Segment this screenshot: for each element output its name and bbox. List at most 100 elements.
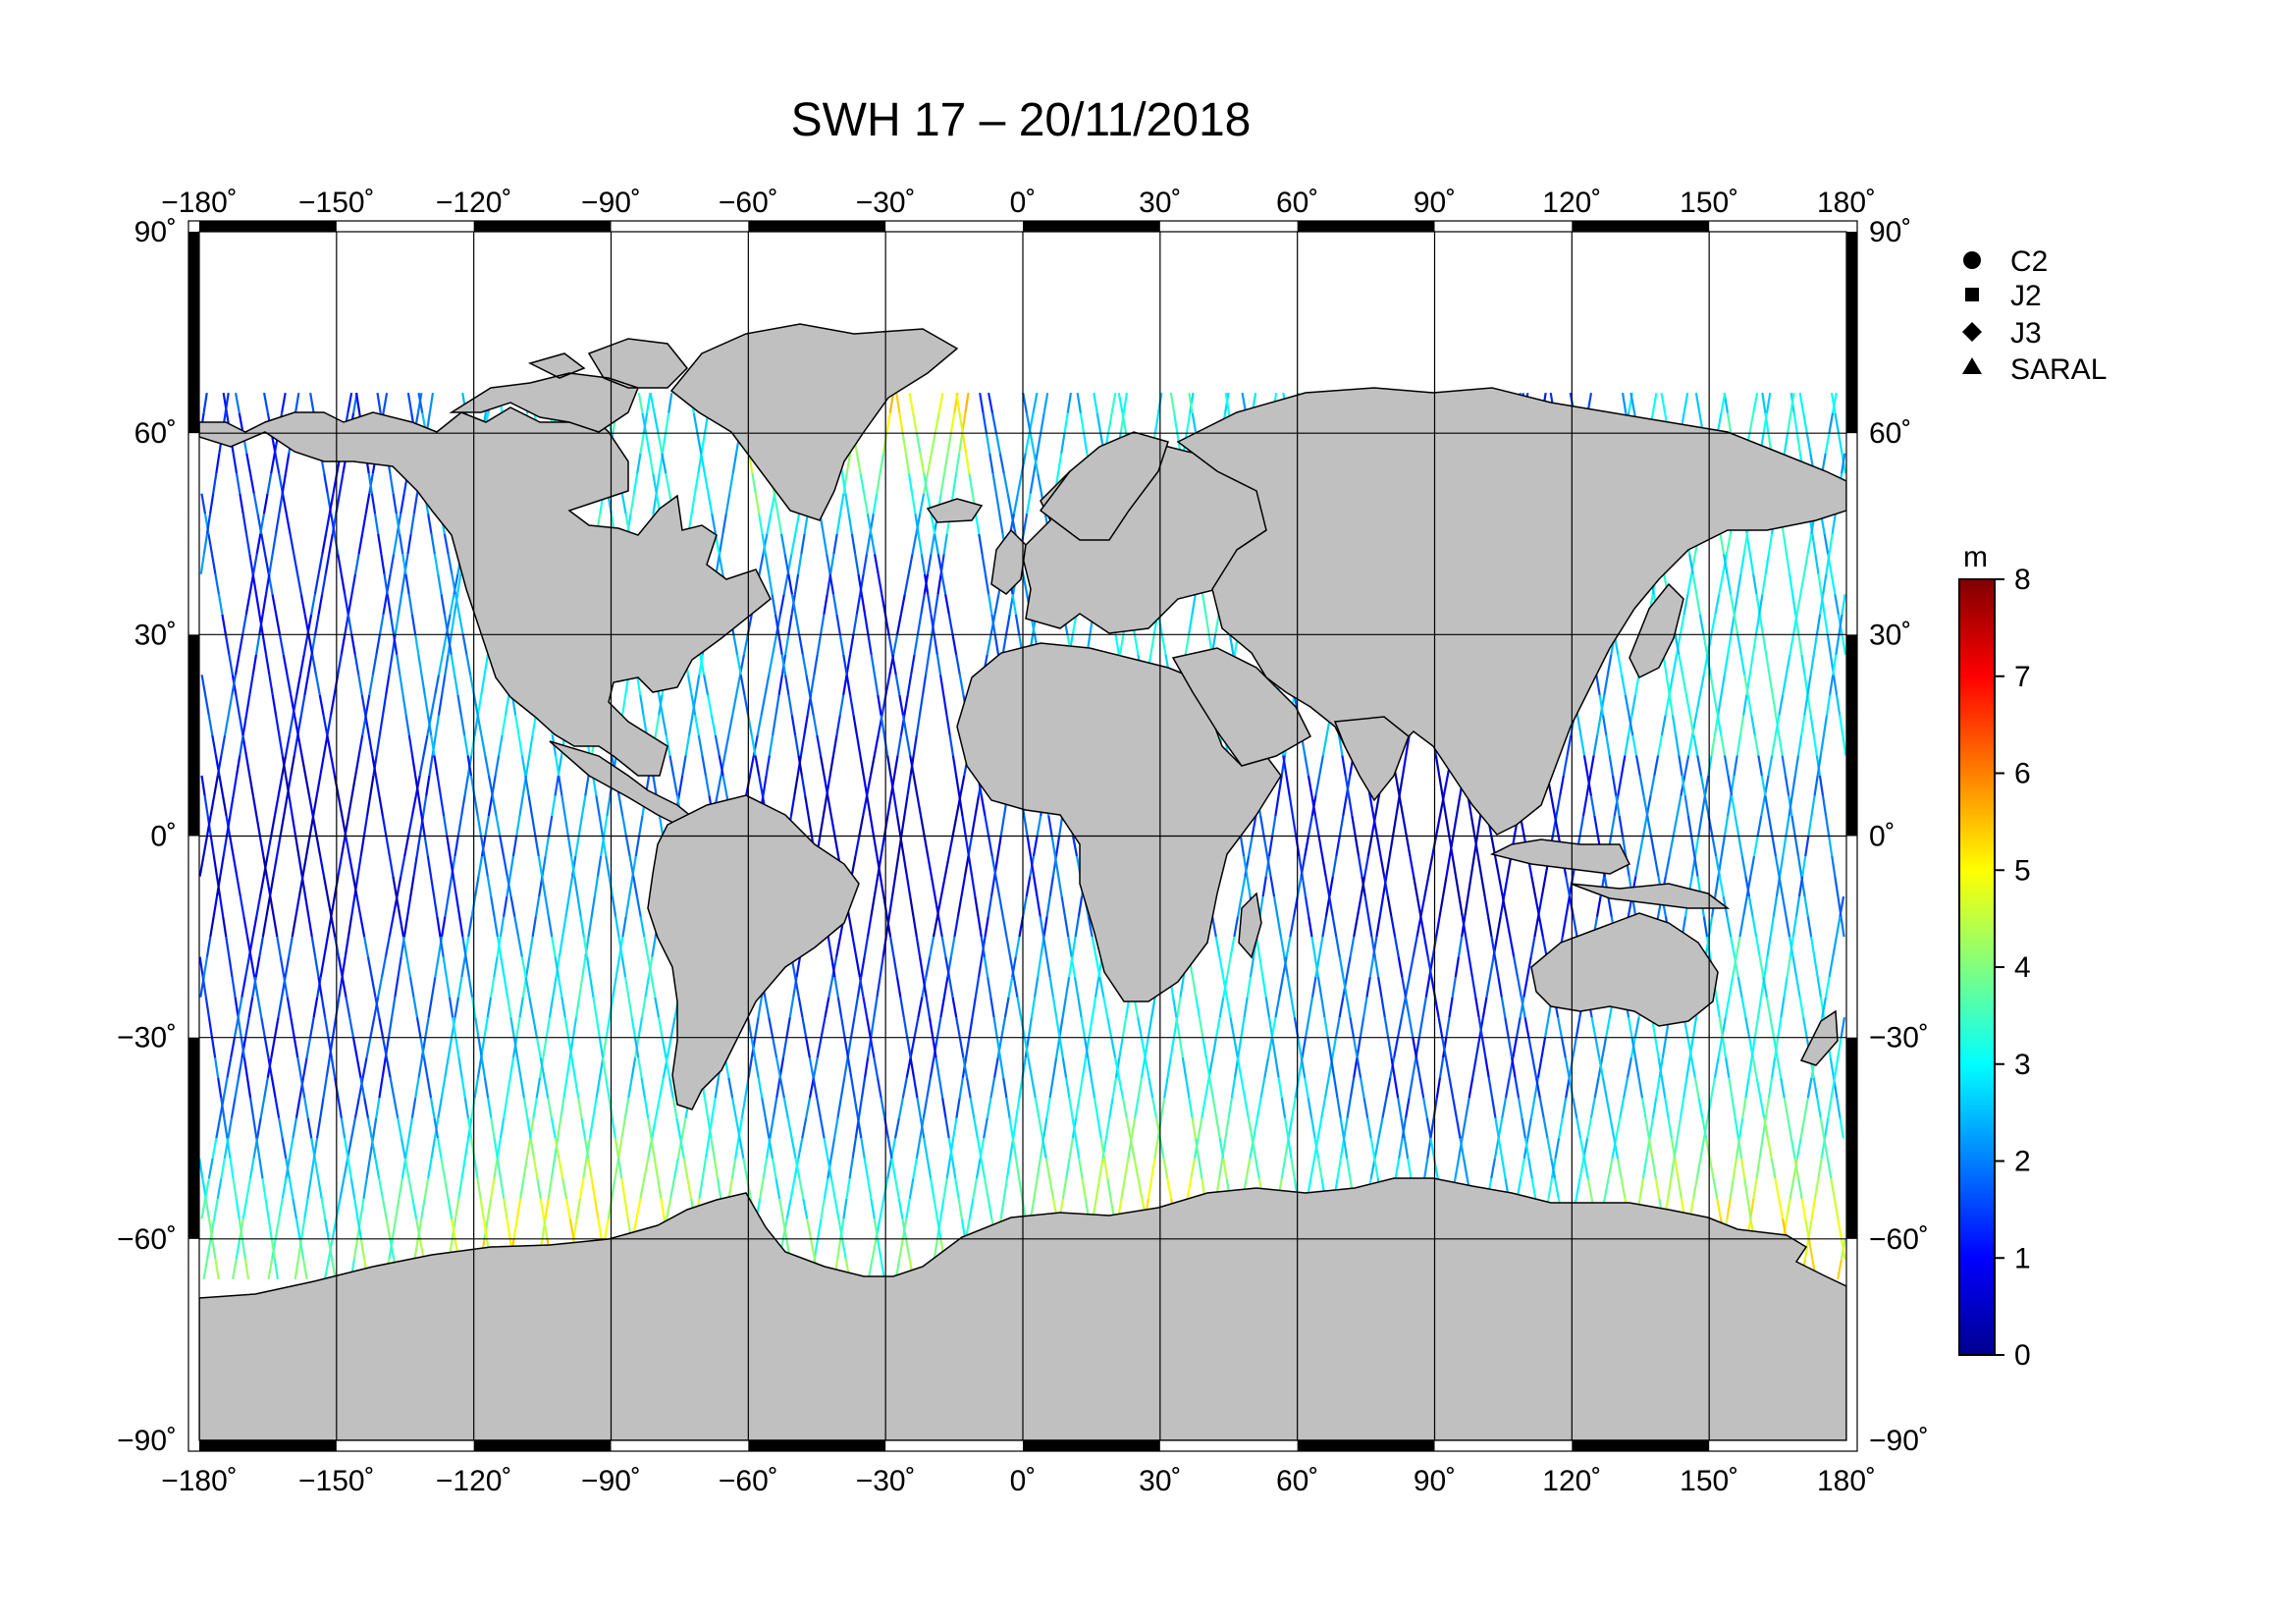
track-segment [1333, 1077, 1339, 1099]
track-segment [1214, 614, 1220, 635]
track-segment [511, 836, 518, 857]
track-segment [1739, 654, 1746, 676]
track-segment [793, 775, 799, 796]
track-segment [714, 1077, 721, 1099]
track-segment [1537, 916, 1544, 938]
track-segment [960, 876, 967, 897]
track-segment [805, 675, 812, 696]
track-segment [661, 453, 667, 474]
track-segment [1795, 976, 1801, 998]
track-segment [1676, 1117, 1682, 1139]
track-segment [860, 594, 867, 615]
track-segment [447, 1198, 454, 1219]
track-segment [889, 775, 895, 796]
track-segment [1271, 815, 1277, 837]
track-segment [1023, 1037, 1030, 1058]
track-segment [603, 815, 609, 837]
track-segment [563, 815, 569, 837]
track-segment [378, 795, 384, 817]
track-segment [873, 876, 880, 897]
track-segment [1307, 815, 1313, 837]
track-segment [1493, 1138, 1500, 1159]
track-segment [1648, 1117, 1654, 1139]
track-segment [1782, 533, 1789, 555]
track-segment [1409, 855, 1415, 877]
track-segment [1102, 997, 1109, 1018]
track-segment [389, 554, 396, 574]
track-segment [1077, 997, 1083, 1018]
track-segment [1722, 554, 1729, 574]
track-segment [242, 916, 249, 938]
track-segment [302, 634, 309, 656]
track-segment [650, 1138, 656, 1159]
track-segment [1831, 392, 1838, 413]
track-segment [554, 775, 560, 796]
track-segment [596, 855, 603, 877]
track-segment [1651, 1098, 1658, 1118]
track-segment [322, 1077, 328, 1099]
track-segment [401, 554, 407, 574]
track-segment [1729, 1178, 1735, 1199]
track-segment [907, 554, 914, 574]
track-segment [1033, 453, 1040, 474]
track-segment [299, 594, 306, 616]
track-segment [873, 1056, 880, 1078]
track-segment [989, 1077, 996, 1099]
track-segment [1767, 533, 1774, 555]
track-segment [1778, 694, 1785, 716]
track-segment [322, 715, 329, 736]
track-segment [1806, 533, 1813, 555]
track-segment [258, 1158, 264, 1179]
track-segment [1176, 997, 1182, 1018]
track-segment [1345, 997, 1352, 1018]
track-segment [1373, 1138, 1380, 1159]
land-britain [990, 528, 1027, 595]
track-segment [1122, 392, 1129, 413]
track-segment [1791, 614, 1798, 635]
track-segment [707, 493, 714, 514]
track-segment [1018, 1178, 1024, 1199]
track-segment [776, 514, 783, 534]
track-segment [627, 1077, 633, 1099]
track-segment [207, 1218, 214, 1240]
track-segment [473, 1077, 479, 1099]
track-segment [1201, 1098, 1207, 1118]
track-segment [923, 573, 930, 595]
track-segment [1215, 1117, 1221, 1139]
track-segment [989, 997, 995, 1018]
colorbar-tick-label: 3 [2014, 1049, 2031, 1081]
track-segment [212, 855, 219, 877]
track-segment [480, 1057, 487, 1078]
track-segment [1324, 876, 1331, 897]
track-segment [872, 493, 879, 514]
track-segment [1366, 1117, 1372, 1139]
track-segment [919, 815, 926, 837]
track-segment [1253, 1117, 1258, 1139]
track-segment [1061, 1178, 1068, 1199]
track-segment [762, 533, 769, 555]
track-segment [1304, 836, 1310, 857]
track-segment [209, 795, 216, 817]
track-segment [421, 795, 428, 817]
track-segment [994, 876, 1001, 897]
track-segment [803, 715, 809, 736]
track-segment [1445, 1016, 1451, 1038]
track-segment [912, 734, 918, 756]
track-segment [928, 1016, 934, 1038]
track-segment [430, 976, 437, 998]
frame-bar-top [1572, 221, 1710, 232]
track-segment [1651, 392, 1658, 413]
track-segment [1727, 795, 1733, 817]
track-segment [1692, 734, 1699, 756]
track-segment [958, 412, 964, 434]
track-segment [524, 775, 530, 796]
track-segment [1703, 795, 1710, 817]
track-segment [1246, 876, 1252, 897]
track-segment [1586, 1117, 1592, 1139]
track-segment [539, 1056, 546, 1078]
track-segment [406, 392, 413, 413]
track-segment [330, 514, 336, 534]
track-segment [255, 1138, 261, 1159]
track-segment [912, 1158, 918, 1179]
track-segment [894, 1178, 900, 1199]
